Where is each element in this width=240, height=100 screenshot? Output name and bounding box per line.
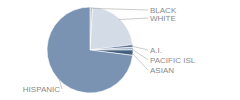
leader-line — [132, 46, 148, 50]
leader-line — [132, 49, 148, 60]
leader-line — [91, 8, 148, 10]
chart: BLACKWHITEA.I.PACIFIC ISLASIANHISPANIC — [0, 0, 240, 100]
slice-label: PACIFIC ISL — [150, 56, 196, 65]
pie-slice — [90, 47, 133, 50]
slice-label: WHITE — [150, 14, 176, 23]
leader-line — [132, 53, 148, 70]
slice-label: A.I. — [150, 46, 162, 55]
pie-slice — [90, 45, 133, 50]
slice-label: HISPANIC — [23, 85, 60, 94]
slice-label: ASIAN — [150, 66, 174, 75]
pie-slice — [90, 7, 133, 50]
leader-line — [119, 18, 148, 20]
pie-slice — [47, 7, 133, 93]
